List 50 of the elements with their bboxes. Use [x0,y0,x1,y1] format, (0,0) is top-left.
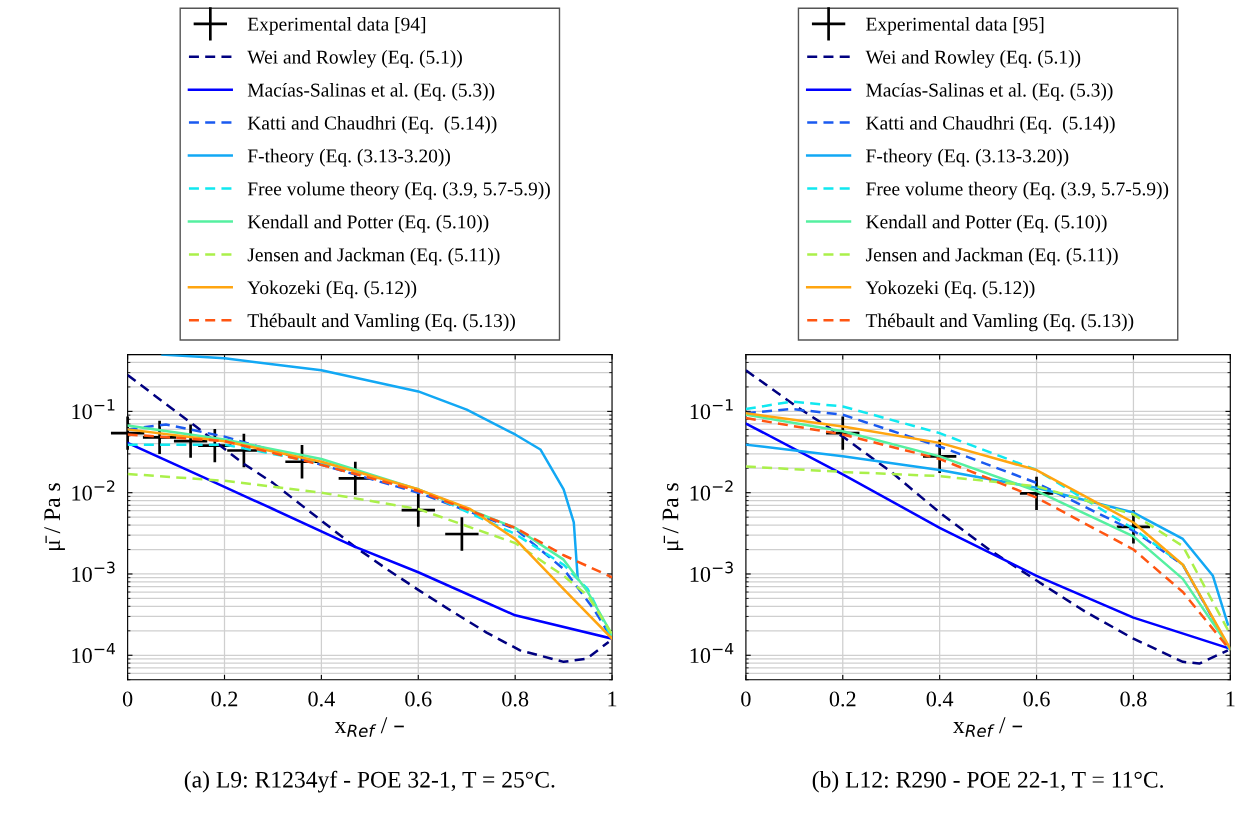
y-axis-title: μ̄ / Pa s [44,483,65,551]
legend-label: Thébault and Vamling (Eq. (5.13)) [247,313,515,332]
x-tick-label: 0.2 [211,691,238,707]
legend-label: F-theory (Eq. (3.13-3.20)) [247,148,450,167]
y-tick-label: 10$^{−1}$ [72,399,115,420]
legend-label: Jensen and Jackman (Eq. (5.11)) [247,247,500,266]
x-tick-label: 0.4 [926,691,954,707]
x-tick-label: 1 [608,691,617,707]
legend-label: Thébault and Vamling (Eq. (5.13)) [865,313,1134,332]
text: (b) L12: R290 - POE 22-1, T = 11°C. [812,771,1163,793]
legend-label: Experimental data [94] [247,17,426,35]
y-tick-label: 10$^{−1}$ [690,399,733,420]
x-tick-label: 0 [122,691,133,707]
x-tick-label: 0.6 [1023,691,1050,707]
legend-label: Wei and Rowley (Eq. (5.1)) [247,50,462,68]
legend-label: Jensen and Jackman (Eq. (5.11)) [865,247,1118,266]
legend-label: Macías-Salinas et al. (Eq. (5.3)) [247,82,495,101]
x-tick-label: 1 [1226,691,1235,707]
y-tick-label: 10$^{−3}$ [690,561,733,582]
y-axis-title: μ̄ / Pa s [662,483,684,551]
line-series [745,369,1230,665]
x-tick-label: 0 [741,691,751,707]
legend-label: Wei and Rowley (Eq. (5.1)) [865,50,1081,68]
legend-label: F-theory (Eq. (3.13-3.20)) [866,148,1069,167]
legend-label: Yokozeki (Eq. (5.12)) [865,280,1035,299]
line-series [127,472,613,636]
legend-label: Katti and Chaudhri (Eq. (5.14)) [866,115,1115,134]
legend-label: Kendall and Potter (Eq. (5.10)) [247,214,489,233]
legend-label: Free volume theory (Eq. (3.9, 5.7-5.9)) [866,181,1169,200]
line-series [127,373,610,664]
x-tick-label: 0.8 [1120,691,1147,707]
line-series [161,354,579,579]
y-tick-label: 10$^{−2}$ [72,480,115,501]
legend-label: Kendall and Potter (Eq. (5.10)) [866,214,1107,233]
x-tick-label: 0.4 [308,691,335,707]
x-axis-title: x$_{Ref}$ / – [953,717,1023,738]
x-tick-label: 0.6 [405,691,432,707]
x-axis-title: x$_{Ref}$ / – [334,717,404,738]
text: (a) L9: R1234yf - POE 32-1, T = 25°C. [184,770,555,793]
legend-label: Macías-Salinas et al. (Eq. (5.3)) [866,82,1113,101]
y-tick-label: 10$^{−4}$ [72,643,115,664]
legend-label: Experimental data [95] [866,17,1044,35]
y-tick-label: 10$^{−4}$ [690,643,734,664]
legend-label: Katti and Chaudhri (Eq. (5.14)) [247,115,497,134]
y-tick-label: 10$^{−3}$ [72,561,115,582]
x-tick-label: 0.2 [829,691,856,707]
y-tick-label: 10$^{−2}$ [690,480,733,501]
legend-label: Free volume theory (Eq. (3.9, 5.7-5.9)) [247,181,550,200]
x-tick-label: 0.8 [502,691,529,707]
legend-label: Yokozeki (Eq. (5.12)) [247,280,417,299]
